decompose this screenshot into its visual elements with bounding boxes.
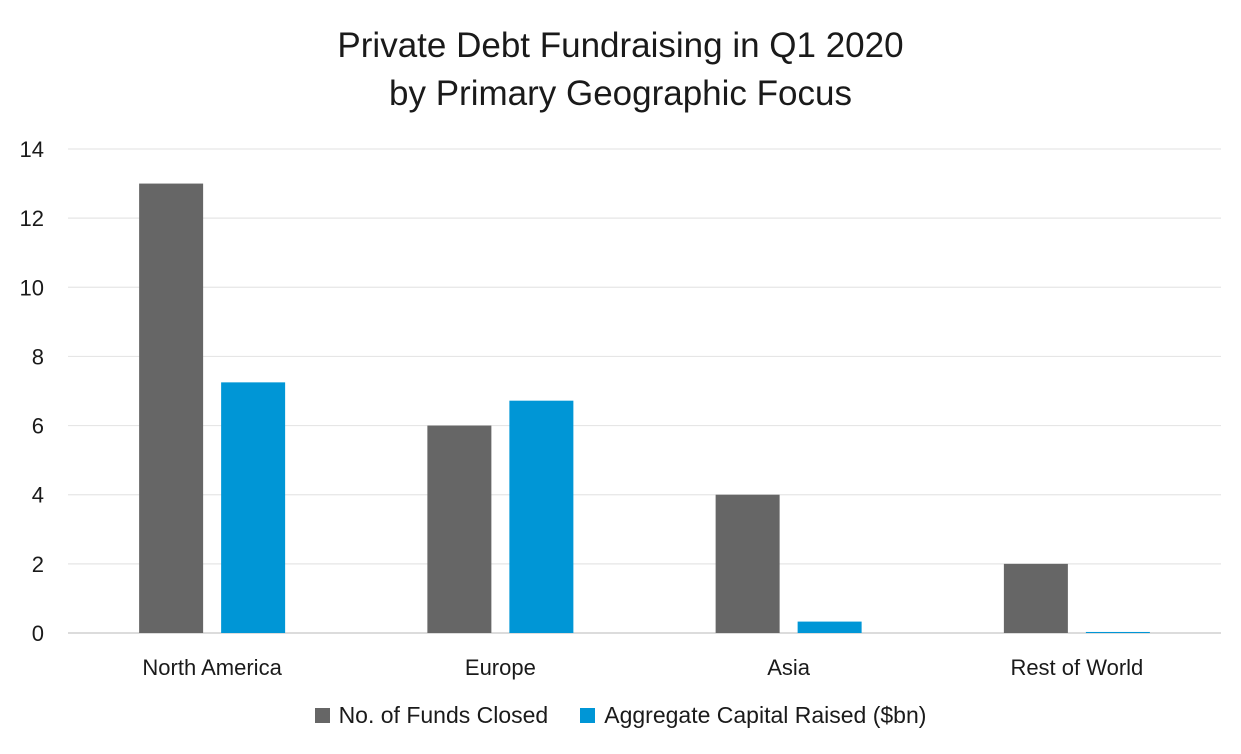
y-tick-label-2: 2 <box>32 552 44 577</box>
bar-capital-raised-1 <box>509 400 574 633</box>
x-tick-label-0: North America <box>142 655 282 680</box>
legend-label-capital-raised: Aggregate Capital Raised ($bn) <box>604 702 927 728</box>
chart-legend: No. of Funds Closed Aggregate Capital Ra… <box>0 702 1241 729</box>
legend-label-funds-closed: No. of Funds Closed <box>338 702 549 728</box>
bar-capital-raised-0 <box>221 382 286 633</box>
x-tick-label-2: Asia <box>767 655 811 680</box>
bar-funds-closed-2 <box>715 494 780 633</box>
legend-swatch-capital-raised <box>580 708 596 723</box>
bar-capital-raised-2 <box>797 621 862 633</box>
y-tick-label-6: 6 <box>32 414 44 439</box>
x-tick-label-3: Rest of World <box>1010 655 1143 680</box>
y-tick-label-4: 4 <box>32 483 44 508</box>
y-tick-label-14: 14 <box>20 137 44 162</box>
bar-funds-closed-1 <box>427 425 492 633</box>
legend-swatch-funds-closed <box>314 708 330 723</box>
chart-title-line-2: by Primary Geographic Focus <box>389 74 852 113</box>
chart-title-line-1: Private Debt Fundraising in Q1 2020 <box>337 26 904 65</box>
y-tick-label-8: 8 <box>32 344 44 369</box>
bar-funds-closed-3 <box>1003 563 1068 633</box>
x-tick-label-1: Europe <box>465 655 536 680</box>
legend-item-funds-closed: No. of Funds Closed <box>314 702 549 729</box>
y-tick-label-0: 0 <box>32 621 44 646</box>
y-tick-label-10: 10 <box>20 275 44 300</box>
legend-item-capital-raised: Aggregate Capital Raised ($bn) <box>580 702 926 729</box>
bar-funds-closed-0 <box>139 183 204 634</box>
y-tick-label-12: 12 <box>20 206 44 231</box>
bar-capital-raised-3 <box>1085 631 1150 633</box>
